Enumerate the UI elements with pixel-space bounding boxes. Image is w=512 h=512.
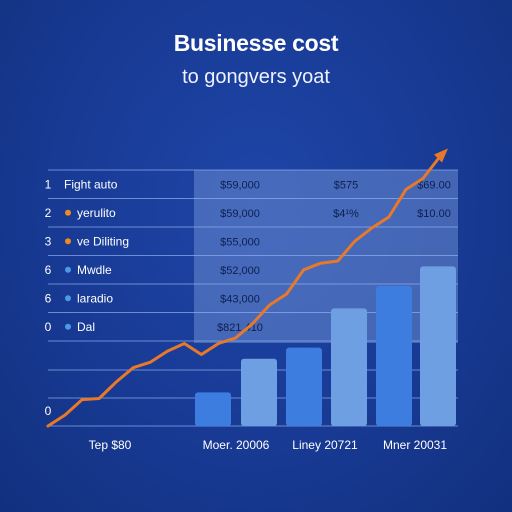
row-number: 1 bbox=[45, 177, 52, 191]
row-bullet bbox=[65, 238, 71, 245]
bar bbox=[286, 347, 322, 426]
chart-subtitle: to gongvers yoat bbox=[182, 66, 330, 88]
baseline-label: 0 bbox=[45, 404, 52, 418]
table-cell: $52,000 bbox=[220, 265, 260, 277]
table-cell: $43,000 bbox=[220, 293, 260, 305]
row-label: Fight auto bbox=[64, 177, 118, 191]
row-bullet bbox=[65, 209, 71, 216]
table-cell: $55,000 bbox=[220, 236, 260, 248]
row-bullet bbox=[65, 295, 71, 302]
row-number: 3 bbox=[45, 234, 52, 248]
table-cell: $821,410 bbox=[217, 322, 263, 334]
trend-line bbox=[46, 155, 442, 428]
bar bbox=[241, 358, 277, 426]
row-number: 6 bbox=[45, 263, 52, 277]
row-number: 6 bbox=[45, 291, 52, 305]
bar bbox=[420, 266, 456, 426]
table-panel bbox=[194, 170, 458, 343]
x-tick-label: Tep $80 bbox=[89, 438, 132, 452]
table-cell: $575 bbox=[334, 179, 358, 191]
row-label: yerulito bbox=[77, 206, 116, 220]
row-bullet bbox=[65, 266, 71, 273]
row-number: 0 bbox=[45, 320, 52, 334]
bar bbox=[331, 308, 367, 426]
row-number: 2 bbox=[45, 206, 52, 220]
bar bbox=[195, 392, 231, 426]
table-cell: $59,000 bbox=[220, 208, 260, 220]
trend-arrowhead bbox=[434, 148, 448, 163]
row-label: ve Diliting bbox=[77, 234, 129, 248]
row-label: laradio bbox=[77, 291, 113, 305]
table-cell: $59,000 bbox=[220, 179, 260, 191]
table-cell: $69.00 bbox=[417, 179, 451, 191]
x-tick-label: Moer. 20006 bbox=[203, 438, 270, 452]
x-tick-label: Mner 20031 bbox=[383, 438, 447, 452]
row-bullet bbox=[65, 323, 71, 330]
x-tick-label: Liney 20721 bbox=[292, 438, 358, 452]
bar bbox=[376, 286, 412, 426]
chart-title: Businesse cost bbox=[173, 30, 339, 56]
row-label: Dal bbox=[77, 320, 95, 334]
row-label: Mwdle bbox=[77, 263, 112, 277]
table-cell: $4¹% bbox=[333, 208, 359, 220]
table-cell: $10.00 bbox=[417, 208, 451, 220]
